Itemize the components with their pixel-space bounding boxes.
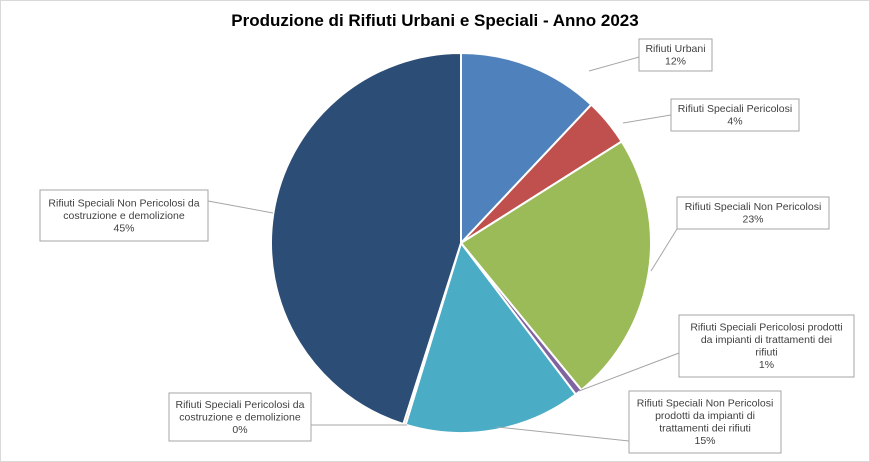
slice-category-label: Rifiuti Speciali Pericolosi da <box>176 399 305 411</box>
slice-percent-label: 23% <box>742 214 763 226</box>
slice-category-label: Rifiuti Speciali Pericolosi prodotti <box>690 322 842 334</box>
pie-slice-urbani <box>460 51 593 246</box>
slice-label-text: Rifiuti Speciali Non Pericolosi da costru… <box>48 197 199 234</box>
slice-label-text: Rifiuti Speciali Pericolosi prodotti da i… <box>690 322 842 372</box>
slice-label-text: Rifiuti Speciali Non Pericolosi prodotti … <box>637 398 774 448</box>
leader-line <box>650 228 678 272</box>
label-box <box>39 189 209 242</box>
slice-category-label: Rifiuti Speciali Non Pericolosi <box>685 201 822 213</box>
pie-slice-non-pericolosi-impianti <box>404 240 578 434</box>
leader-line <box>588 56 640 72</box>
leader-line <box>622 114 672 124</box>
label-box <box>628 390 782 454</box>
label-box <box>168 392 312 442</box>
leader-line <box>578 352 680 392</box>
pie-slice-speciali-non-pericolosi <box>459 140 652 392</box>
slice-label-text: Rifiuti Speciali Pericolosi da costruzion… <box>176 399 305 436</box>
slice-category-label: trattamenti dei rifiuti <box>659 423 751 435</box>
slice-category-label: Rifiuti Speciali Pericolosi <box>678 103 792 115</box>
slice-percent-label: 12% <box>665 56 686 68</box>
data-label-pericolosi-impianti: Rifiuti Speciali Pericolosi prodotti da i… <box>578 314 855 392</box>
slice-percent-label: 4% <box>727 116 742 128</box>
data-label-non-pericolosi-impianti: Rifiuti Speciali Non Pericolosi prodotti … <box>496 390 782 454</box>
data-label-pericolosi-cd: Rifiuti Speciali Pericolosi da costruzion… <box>168 392 407 442</box>
leader-line <box>207 200 274 214</box>
slice-label-text: Rifiuti Urbani 12% <box>645 43 705 68</box>
label-box <box>676 196 830 230</box>
pie-slice-non-pericolosi-cd <box>270 51 462 426</box>
slice-percent-label: 1% <box>759 359 774 371</box>
data-label-urbani: Rifiuti Urbani 12% <box>588 38 713 72</box>
slice-category-label: Rifiuti Speciali Non Pericolosi da <box>48 197 199 209</box>
leader-line <box>496 426 630 442</box>
label-box <box>638 38 713 72</box>
slice-category-label: rifiuti <box>755 347 777 359</box>
slice-category-label: prodotti da impianti di <box>655 410 755 422</box>
slice-category-label: da impianti di trattamenti dei <box>701 334 832 346</box>
slice-percent-label: 0% <box>232 424 247 436</box>
data-label-speciali-non-pericolosi: Rifiuti Speciali Non Pericolosi 23% <box>650 196 830 272</box>
slice-label-text: Rifiuti Speciali Pericolosi 4% <box>678 103 792 128</box>
data-label-non-pericolosi-cd: Rifiuti Speciali Non Pericolosi da costru… <box>39 189 274 242</box>
label-box <box>670 98 800 132</box>
slice-percent-label: 15% <box>694 435 715 447</box>
slice-category-label: Rifiuti Urbani <box>645 43 705 55</box>
label-box <box>678 314 855 378</box>
slice-category-label: costruzione e demolizione <box>63 210 185 222</box>
chart-title: Produzione di Rifiuti Urbani e Speciali … <box>231 11 639 30</box>
slice-category-label: costruzione e demolizione <box>179 411 301 423</box>
slice-percent-label: 45% <box>113 222 134 234</box>
slice-category-label: Rifiuti Speciali Non Pericolosi <box>637 398 774 410</box>
data-label-speciali-pericolosi: Rifiuti Speciali Pericolosi 4% <box>622 98 800 132</box>
slice-label-text: Rifiuti Speciali Non Pericolosi 23% <box>685 201 822 226</box>
